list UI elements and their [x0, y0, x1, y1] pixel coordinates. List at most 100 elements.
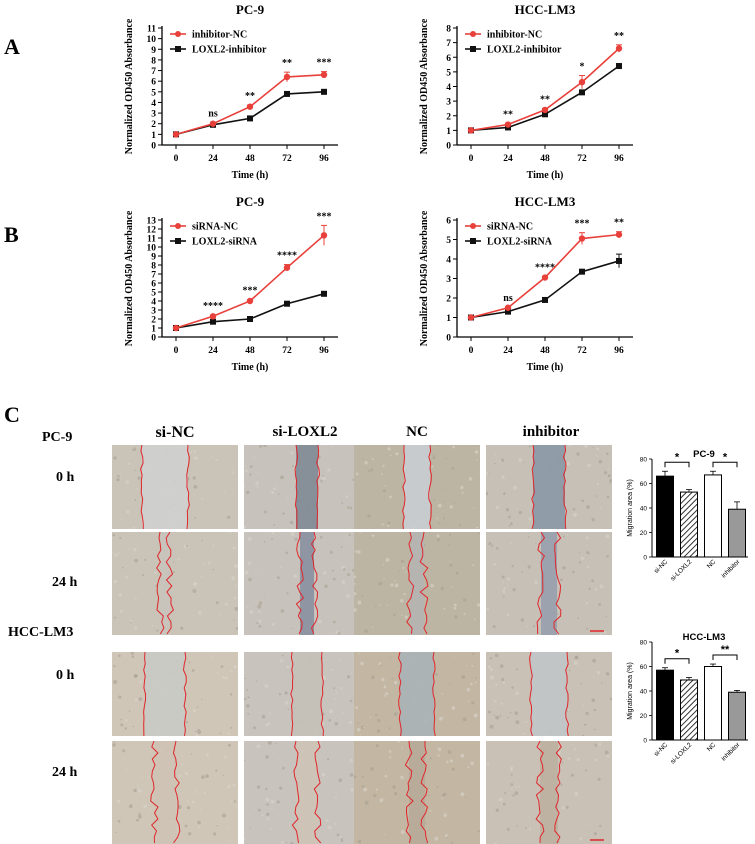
cell-texture — [388, 727, 391, 730]
cell-texture — [599, 824, 602, 828]
y-tick-label: 60 — [640, 481, 648, 488]
cell-texture — [279, 757, 281, 760]
cell-texture — [598, 459, 603, 464]
cell-texture — [264, 684, 269, 688]
cell-texture — [249, 465, 253, 468]
cell-texture — [503, 587, 506, 590]
cell-texture — [334, 796, 337, 799]
cell-texture — [337, 632, 341, 635]
cell-texture — [453, 655, 455, 657]
cell-texture — [382, 489, 386, 493]
cell-texture — [609, 483, 611, 485]
cell-texture — [213, 832, 217, 836]
cell-texture — [266, 803, 269, 806]
significance-label: **** — [277, 251, 297, 262]
cell-texture — [227, 732, 230, 735]
cell-texture — [477, 532, 480, 534]
cell-texture — [486, 472, 490, 476]
cell-texture — [377, 719, 381, 723]
cell-texture — [265, 787, 268, 791]
x-tick-label: 24 — [503, 346, 513, 356]
cell-texture — [403, 748, 405, 750]
cell-texture — [453, 606, 457, 610]
cell-texture — [118, 593, 123, 597]
cell-texture — [360, 661, 364, 666]
cell-texture — [375, 713, 378, 716]
micrograph-image — [112, 741, 238, 844]
cell-texture — [502, 681, 506, 684]
cell-texture — [150, 807, 153, 810]
wound-edge-line — [428, 445, 432, 529]
cell-texture — [466, 687, 471, 692]
cell-texture — [269, 827, 272, 830]
cell-texture — [575, 655, 579, 659]
cell-texture — [257, 619, 262, 624]
cell-texture — [599, 584, 604, 589]
cell-texture — [586, 565, 590, 569]
cell-texture — [401, 614, 403, 617]
cell-texture — [259, 445, 263, 448]
cell-texture — [246, 490, 250, 494]
series-line — [175, 234, 325, 329]
cell-texture — [445, 457, 448, 460]
y-tick-label: 5 — [446, 68, 451, 78]
cell-texture — [387, 524, 390, 527]
cell-texture — [609, 479, 612, 483]
cell-texture — [395, 452, 399, 456]
cell-texture — [210, 455, 213, 458]
y-tick-label: 10 — [147, 35, 157, 45]
cell-texture — [573, 748, 576, 751]
cell-texture — [321, 772, 326, 777]
cell-texture — [134, 597, 137, 600]
cell-texture — [572, 512, 577, 517]
cell-texture — [172, 561, 175, 563]
cell-texture — [227, 784, 231, 789]
cell-texture — [381, 677, 385, 682]
cell-texture — [503, 492, 506, 496]
x-tick-label: 48 — [540, 154, 550, 164]
cell-texture — [278, 693, 282, 696]
y-tick-label: 5 — [446, 236, 451, 246]
cell-texture — [510, 766, 513, 769]
cell-texture — [529, 817, 531, 819]
cell-texture — [342, 568, 346, 571]
cell-texture — [244, 464, 247, 467]
cell-texture — [281, 654, 284, 657]
y-tick-label: 6 — [151, 78, 156, 88]
cell-texture — [244, 525, 246, 529]
cell-texture — [258, 625, 262, 628]
cell-texture — [438, 522, 441, 524]
x-tick-label: 72 — [282, 346, 292, 356]
cell-texture — [334, 822, 337, 825]
cell-texture — [349, 506, 353, 510]
cell-texture — [357, 600, 362, 605]
cell-texture — [201, 497, 204, 500]
cell-texture — [603, 630, 607, 634]
cell-texture — [598, 603, 601, 606]
micrograph-render — [244, 532, 370, 635]
bar — [680, 491, 698, 558]
cell-texture — [319, 742, 322, 745]
cell-texture — [325, 445, 328, 447]
x-tick-label: 48 — [245, 346, 255, 356]
cell-texture — [212, 544, 215, 547]
significance-label: * — [675, 451, 680, 463]
cell-texture — [257, 610, 261, 614]
cell-texture — [328, 719, 332, 722]
cell-texture — [248, 577, 252, 582]
cell-texture — [562, 566, 566, 570]
cell-texture — [449, 561, 451, 563]
cell-texture — [560, 578, 563, 582]
cell-texture — [473, 507, 475, 510]
cell-texture — [325, 819, 329, 822]
cell-texture — [393, 613, 396, 617]
cell-texture — [582, 734, 585, 736]
cell-texture — [280, 840, 284, 844]
significance-label: ns — [208, 109, 218, 120]
cell-texture — [367, 469, 371, 473]
cell-texture — [606, 495, 610, 499]
cell-texture — [256, 785, 261, 789]
legend-marker — [470, 223, 476, 229]
cell-texture — [580, 682, 583, 685]
